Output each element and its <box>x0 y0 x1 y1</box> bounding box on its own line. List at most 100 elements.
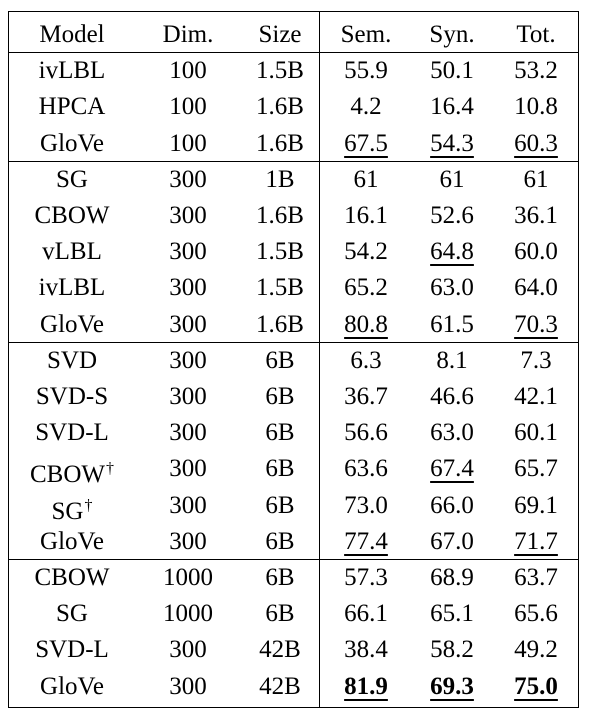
cell-tot-text: 42.1 <box>514 383 558 410</box>
cell-dim: 300 <box>135 270 241 306</box>
cell-size-text: 6B <box>265 346 295 374</box>
header-row: Model Dim. Size Sem. Syn. Tot. <box>9 17 577 53</box>
cell-syn: 66.0 <box>409 488 495 524</box>
cell-tot-text: 63.7 <box>514 564 558 591</box>
cell-size-text: 1B <box>265 165 295 193</box>
cell-tot-text: 71.7 <box>514 527 558 555</box>
cell-size-text: 42B <box>259 672 301 700</box>
cell-syn-text: 58.2 <box>430 636 474 664</box>
cell-sem-text: 63.6 <box>344 455 388 483</box>
cell-dim-text: 100 <box>169 57 207 85</box>
cell-model: ivLBL <box>9 53 135 89</box>
cell-tot-text: 64.0 <box>514 274 558 302</box>
cell-model: SVD-S <box>9 379 135 415</box>
cell-syn: 52.6 <box>409 198 495 234</box>
cell-syn-text: 67.4 <box>430 455 474 483</box>
table-row: SVD-S 300 6B 36.7 46.6 42.1 <box>9 379 577 415</box>
cell-tot: 64.0 <box>495 270 577 306</box>
cell-syn-text: 52.6 <box>430 202 474 229</box>
group-rule <box>9 341 578 343</box>
cell-sem: 81.9 <box>323 669 409 705</box>
cell-size: 6B <box>241 560 319 596</box>
cell-size: 1.5B <box>241 234 319 270</box>
cell-syn-text: 66.0 <box>430 491 474 519</box>
cell-tot: 75.0 <box>495 669 577 705</box>
cell-syn: 63.0 <box>409 270 495 306</box>
cell-dim-text: 300 <box>169 238 207 266</box>
cell-dim-text: 300 <box>169 310 207 338</box>
table-row: SVD 300 6B 6.3 8.1 7.3 <box>9 343 577 379</box>
cell-size-text: 6B <box>265 527 295 555</box>
cell-sem-text: 54.2 <box>344 238 388 266</box>
cell-dim-text: 300 <box>169 165 207 193</box>
cell-tot-text: 61 <box>523 165 549 193</box>
cell-tot-text: 49.2 <box>514 636 558 664</box>
cell-dim: 300 <box>135 524 241 560</box>
cell-size-text: 6B <box>265 491 295 519</box>
cell-sem: 55.9 <box>323 53 409 89</box>
cell-size-text: 42B <box>259 636 301 664</box>
cell-syn-text: 54.3 <box>430 129 474 157</box>
cell-sem-text: 73.0 <box>344 491 388 519</box>
cell-dim-text: 300 <box>169 202 207 229</box>
cell-model-text: SVD-L <box>35 419 109 447</box>
cell-sem: 65.2 <box>323 270 409 306</box>
cell-syn-text: 16.4 <box>430 93 474 121</box>
column-divider <box>319 12 320 707</box>
table-row: GloVe 300 6B 77.4 67.0 71.7 <box>9 524 577 560</box>
cell-dim: 1000 <box>135 560 241 596</box>
cell-syn-text: 50.1 <box>430 57 474 85</box>
cell-dim: 100 <box>135 126 241 162</box>
cell-model-text: CBOW <box>34 564 110 591</box>
cell-dim: 300 <box>135 669 241 705</box>
cell-tot-text: 10.8 <box>514 93 558 121</box>
cell-syn: 61 <box>409 162 495 198</box>
cell-model: GloVe <box>9 669 135 705</box>
cell-size-text: 6B <box>265 383 295 410</box>
cell-sem: 61 <box>323 162 409 198</box>
cell-sem-text: 61 <box>353 165 379 193</box>
cell-dim-text: 300 <box>169 383 207 410</box>
table-row: CBOW 1000 6B 57.3 68.9 63.7 <box>9 560 577 596</box>
cell-size: 1.6B <box>241 126 319 162</box>
cell-tot-text: 70.3 <box>514 310 558 338</box>
cell-size: 1B <box>241 162 319 198</box>
cell-model: CBOW <box>9 560 135 596</box>
cell-sem: 56.6 <box>323 415 409 451</box>
cell-sem: 36.7 <box>323 379 409 415</box>
cell-model-text: GloVe <box>40 527 104 555</box>
table-row: GloVe 100 1.6B 67.5 54.3 60.3 <box>9 126 577 162</box>
cell-size-text: 1.5B <box>256 57 304 85</box>
cell-tot-text: 60.0 <box>514 238 558 266</box>
cell-size: 42B <box>241 632 319 668</box>
cell-model: GloVe <box>9 126 135 162</box>
cell-size-text: 6B <box>265 564 295 591</box>
cell-dim-text: 1000 <box>163 600 213 628</box>
header-size: Size <box>258 21 302 48</box>
cell-model-text: HPCA <box>38 93 106 121</box>
cell-dim-text: 1000 <box>163 564 213 591</box>
cell-sem-text: 80.8 <box>344 310 388 338</box>
table-row: ivLBL 300 1.5B 65.2 63.0 64.0 <box>9 270 577 306</box>
cell-model: vLBL <box>9 234 135 270</box>
cell-sem-text: 56.6 <box>344 419 388 447</box>
cell-syn-text: 61 <box>439 165 465 193</box>
cell-syn-text: 63.0 <box>430 274 474 302</box>
table-row: vLBL 300 1.5B 54.2 64.8 60.0 <box>9 234 577 270</box>
cell-tot-text: 60.3 <box>514 129 558 157</box>
cell-syn: 67.4 <box>409 451 495 487</box>
cell-syn: 69.3 <box>409 669 495 705</box>
cell-dim: 300 <box>135 234 241 270</box>
cell-size: 6B <box>241 596 319 632</box>
cell-sem-text: 67.5 <box>344 129 388 157</box>
cell-sem: 6.3 <box>323 343 409 379</box>
table-row: HPCA 100 1.6B 4.2 16.4 10.8 <box>9 89 577 125</box>
table-row: GloVe 300 1.6B 80.8 61.5 70.3 <box>9 307 577 343</box>
cell-sem-text: 36.7 <box>344 383 388 410</box>
cell-tot-text: 65.6 <box>514 600 558 628</box>
cell-model: CBOW† <box>9 451 135 488</box>
cell-syn-text: 46.6 <box>430 383 474 410</box>
cell-size: 1.6B <box>241 198 319 234</box>
cell-tot: 65.7 <box>495 451 577 487</box>
cell-size: 1.6B <box>241 307 319 343</box>
